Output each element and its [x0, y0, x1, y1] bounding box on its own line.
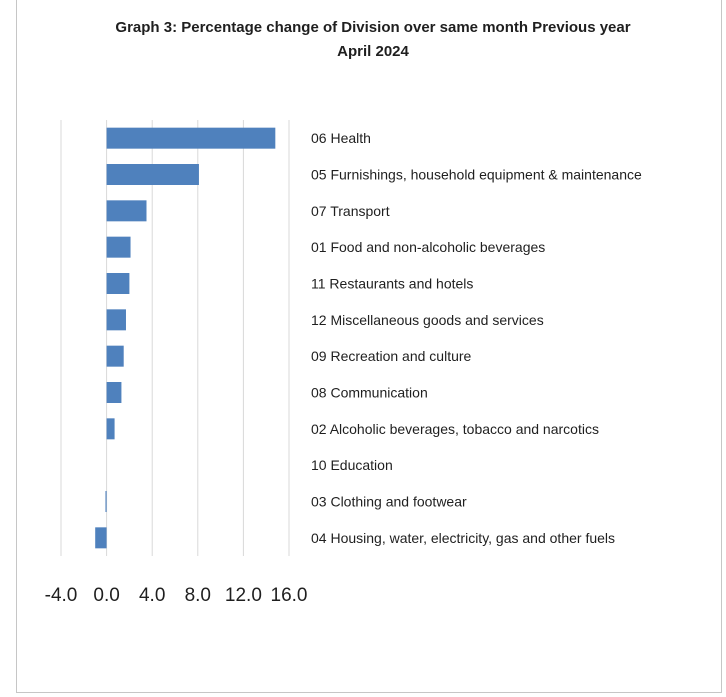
bar	[106, 164, 199, 185]
category-label: 05 Furnishings, household equipment & ma…	[311, 167, 642, 183]
bars	[95, 127, 276, 549]
category-label: 08 Communication	[311, 385, 428, 401]
category-label: 12 Miscellaneous goods and services	[311, 312, 544, 328]
x-tick-label: -4.0	[45, 585, 78, 606]
x-tick-label: 8.0	[185, 585, 211, 606]
category-label: 03 Clothing and footwear	[311, 494, 467, 510]
category-label: 06 Health	[311, 130, 371, 146]
bar	[95, 527, 107, 549]
x-axis-ticks: -4.0 0.0 4.0 8.0 12.0 16.0	[45, 585, 308, 606]
bar	[106, 309, 126, 331]
bar	[105, 491, 107, 512]
chart-title-line: Graph 3: Percentage change of Division o…	[115, 19, 631, 36]
bar	[106, 127, 276, 149]
bar	[106, 382, 122, 403]
category-label: 01 Food and non-alcoholic beverages	[311, 239, 545, 255]
category-label: 02 Alcoholic beverages, tobacco and narc…	[311, 421, 599, 437]
bar	[106, 200, 147, 222]
bar	[106, 273, 130, 294]
bar	[106, 418, 115, 440]
chart-title: Graph 3: Percentage change of Division o…	[0, 16, 726, 64]
category-label: 11 Restaurants and hotels	[311, 276, 473, 292]
chart-subtitle: April 2024	[337, 43, 409, 60]
bar	[106, 345, 124, 367]
x-tick-label: 16.0	[271, 585, 308, 606]
category-label: 07 Transport	[311, 203, 390, 219]
x-tick-label: 12.0	[225, 585, 262, 606]
chart-frame	[16, 0, 722, 693]
bar	[106, 236, 131, 258]
category-labels: 06 Health 05 Furnishings, household equip…	[311, 130, 642, 546]
category-label: 10 Education	[311, 457, 393, 473]
category-label: 04 Housing, water, electricity, gas and …	[311, 530, 615, 546]
category-label: 09 Recreation and culture	[311, 348, 472, 364]
x-tick-label: 4.0	[139, 585, 165, 606]
gridlines	[60, 120, 290, 556]
x-tick-label: 0.0	[93, 585, 119, 606]
